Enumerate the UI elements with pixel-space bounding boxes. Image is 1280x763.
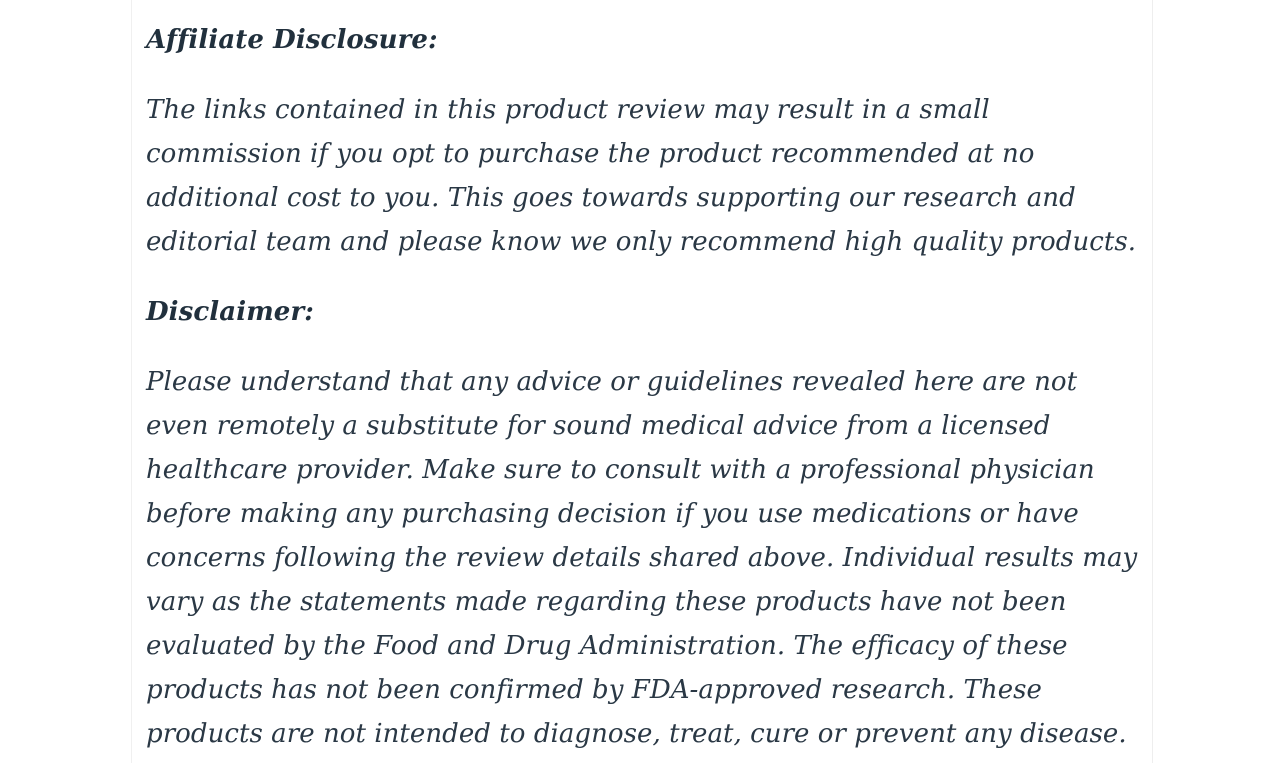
affiliate-disclosure-paragraph: The links contained in this product revi… bbox=[146, 95, 1137, 257]
disclaimer-heading: Disclaimer: bbox=[146, 297, 314, 327]
content-column-rule-left bbox=[131, 0, 132, 763]
article-content: Affiliate Disclosure: The links containe… bbox=[132, 0, 1152, 756]
disclaimer-paragraph: Please understand that any advice or gui… bbox=[146, 367, 1138, 749]
content-column-rule-right bbox=[1152, 0, 1153, 763]
affiliate-disclosure-heading: Affiliate Disclosure: bbox=[146, 25, 438, 55]
